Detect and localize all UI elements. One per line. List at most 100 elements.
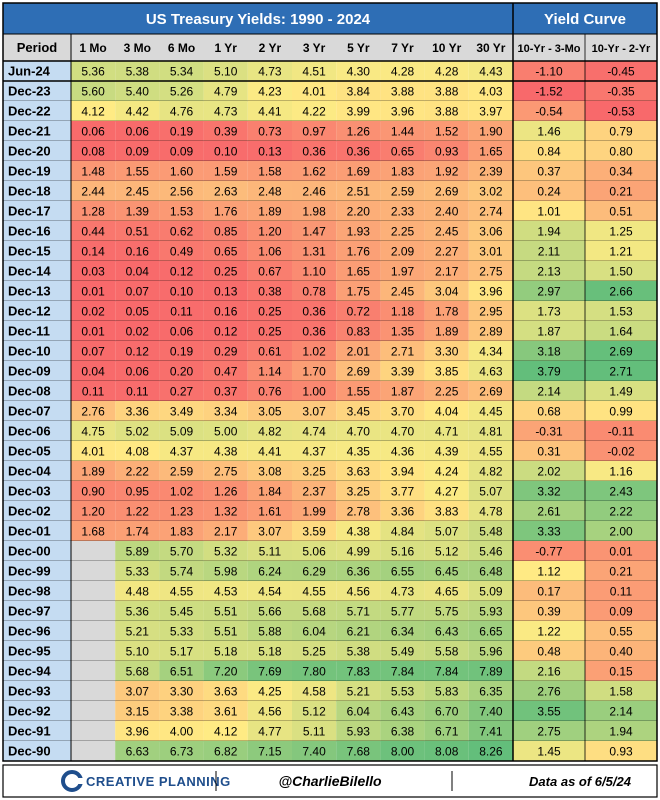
yield-cell [380,401,425,421]
curve-cell [585,441,657,461]
yield-cell [468,501,513,521]
yield-value: 2.69 [435,185,459,199]
yield-cell [115,281,160,301]
yield-value: 0.76 [258,385,282,399]
yield-value: 5.49 [391,645,415,659]
yield-cell [115,161,160,181]
yield-value: 7.83 [347,665,371,679]
yield-cell [424,61,469,81]
curve-value: 3.79 [537,365,561,379]
period-cell [3,481,71,501]
column-header-row [3,34,657,61]
yield-cell [336,741,381,761]
period-cell [3,641,71,661]
yield-value: 1.90 [479,125,503,139]
yield-value: 4.22 [302,105,326,119]
yield-cell [159,221,204,241]
yield-cell [380,421,425,441]
yield-value: 4.35 [347,445,371,459]
yield-cell [336,621,381,641]
yield-value: 0.09 [170,145,194,159]
curve-cell [513,141,585,161]
yield-value: 2.17 [214,525,238,539]
yield-cell [336,101,381,121]
yield-cell [203,261,248,281]
yield-value: 4.84 [391,525,415,539]
period-label: Dec-04 [8,464,51,479]
yield-cell [71,81,116,101]
yield-cell [336,321,381,341]
yield-cell [159,301,204,321]
yield-cell [468,661,513,681]
period-label: Dec-17 [8,204,51,219]
yield-value: 0.03 [81,265,105,279]
yield-cell [336,381,381,401]
yield-cell [468,421,513,441]
yield-value: 5.93 [479,605,503,619]
yield-cell [292,301,337,321]
yield-cell [71,401,116,421]
yield-cell [159,381,204,401]
yield-cell [115,341,160,361]
curve-value: 1.25 [609,225,633,239]
yield-cell [380,321,425,341]
curve-cell [585,221,657,241]
yield-value: 4.27 [435,485,459,499]
yield-value: 6.45 [435,565,459,579]
yield-value: 1.93 [347,225,371,239]
period-header: Period [17,40,58,55]
yield-cell [380,201,425,221]
curve-value: 0.31 [537,445,561,459]
curve-value: 1.94 [609,725,633,739]
yield-cell [71,501,116,521]
yield-value: 4.75 [81,425,105,439]
curve-cell [585,361,657,381]
curve-cell [513,501,585,521]
creative-planning-logo [61,770,83,792]
yield-value: 5.46 [479,545,503,559]
yield-cell [292,181,337,201]
yield-cell [380,61,425,81]
yield-value: 1.92 [435,165,459,179]
yield-value: 2.95 [479,305,503,319]
yield-value: 1.58 [258,165,282,179]
yield-value: 4.78 [479,505,503,519]
yield-value: 0.10 [170,285,194,299]
yield-cell [115,361,160,381]
yield-value: 2.71 [391,345,415,359]
yield-cell [159,141,204,161]
yield-cell [380,101,425,121]
yield-value: 6.48 [479,565,503,579]
title-bar [3,3,513,34]
yield-cell [115,261,160,281]
yield-value: 3.04 [435,285,459,299]
curve-cell [585,701,657,721]
yield-cell [115,241,160,261]
yield-cell [159,61,204,81]
yield-value: 1.87 [391,385,415,399]
yield-cell [380,541,425,561]
yield-value: 5.02 [126,425,150,439]
yield-cell [292,661,337,681]
yield-value: 3.88 [435,85,459,99]
yield-cell [247,521,292,541]
yield-cell [159,441,204,461]
yield-value: 1.68 [81,525,105,539]
yield-value: 5.83 [435,685,459,699]
yield-value: 3.36 [391,505,415,519]
yield-cell [115,501,160,521]
yield-cell [336,701,381,721]
curve-value: -0.54 [535,105,563,119]
yield-value: 1.84 [258,485,282,499]
yield-value: 7.41 [479,725,503,739]
yield-value: 4.53 [214,585,238,599]
yield-cell [115,301,160,321]
yield-cell [468,181,513,201]
yield-value: 2.25 [391,225,415,239]
period-cell [3,721,71,741]
period-cell [3,561,71,581]
curve-cell [585,201,657,221]
yield-cell [380,561,425,581]
yield-cell [336,581,381,601]
yield-cell [115,521,160,541]
